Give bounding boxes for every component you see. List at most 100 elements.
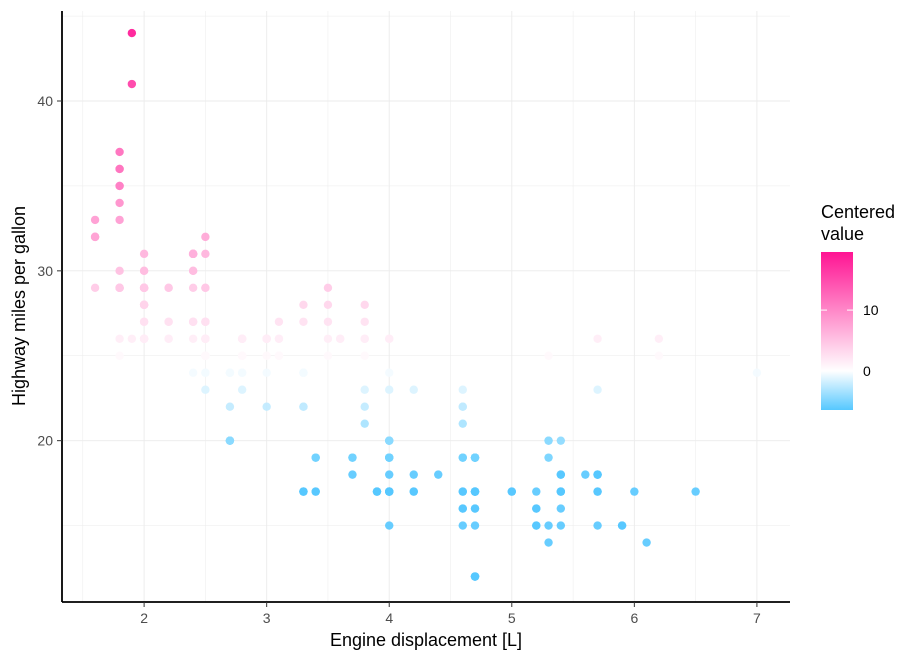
scatter-point — [201, 385, 210, 394]
scatter-point — [385, 470, 394, 479]
scatter-point — [617, 521, 627, 530]
x-tick-label: 7 — [753, 610, 761, 626]
scatter-point — [544, 453, 553, 462]
scatter-point — [299, 402, 308, 411]
scatter-point — [360, 419, 369, 428]
scatter-point — [593, 487, 602, 496]
legend-title-line-2: value — [821, 224, 864, 244]
scatter-point — [593, 334, 602, 343]
scatter-point — [752, 368, 762, 377]
scatter-point — [556, 436, 566, 445]
scatter-point — [90, 283, 100, 293]
scatter-point — [385, 368, 394, 377]
axes — [61, 11, 790, 603]
scatter-point — [360, 300, 369, 309]
scatter-point — [188, 368, 198, 377]
scatter-point — [654, 351, 664, 360]
x-tick-label: 2 — [140, 610, 148, 626]
scatter-point — [262, 351, 271, 360]
scatter-point — [642, 538, 651, 547]
scatter-point — [532, 504, 541, 513]
scatter-point — [409, 470, 418, 479]
scatter-point — [385, 334, 394, 343]
scatter-point — [139, 317, 149, 326]
scatter-point — [360, 402, 369, 411]
scatter-point — [299, 487, 308, 496]
scatter-point — [299, 300, 308, 309]
scatter-point — [507, 487, 516, 496]
scatter-point — [654, 334, 664, 343]
scatter-point — [115, 266, 124, 276]
scatter-point — [470, 453, 480, 462]
scatter-point — [323, 351, 333, 360]
scatter-point — [201, 232, 210, 242]
scatter-point — [274, 351, 284, 360]
scatter-point — [188, 283, 198, 293]
scatter-point — [360, 334, 369, 343]
scatter-point — [139, 266, 149, 276]
y-axis-title: Highway miles per gallon — [9, 206, 29, 406]
scatter-point — [311, 487, 320, 496]
scatter-point — [139, 249, 149, 259]
scatter-point — [139, 334, 149, 343]
scatter-point — [237, 368, 247, 377]
scatter-point — [188, 266, 198, 276]
scatter-point — [409, 385, 418, 394]
legend-title-line-1: Centered — [821, 202, 895, 222]
grid-lines — [62, 11, 790, 602]
scatter-point — [458, 453, 467, 462]
scatter-point — [115, 181, 124, 191]
scatter-point — [201, 351, 210, 360]
x-tick-label: 3 — [263, 610, 271, 626]
scatter-point — [470, 521, 480, 530]
legend-tick-label: 0 — [863, 363, 871, 379]
x-tick-label: 5 — [508, 610, 516, 626]
scatter-point — [323, 334, 333, 343]
scatter-point — [593, 470, 602, 479]
legend-ticks: 10 0 — [821, 302, 879, 379]
scatter-point — [532, 521, 541, 530]
scatter-point — [201, 249, 210, 259]
scatter-point — [115, 164, 124, 174]
scatter-point — [372, 487, 382, 496]
scatter-point — [336, 334, 345, 343]
scatter-point — [544, 538, 553, 547]
scatter-point — [188, 317, 198, 326]
scatter-point — [532, 487, 541, 496]
scatter-point — [360, 317, 369, 326]
scatter-point — [544, 521, 553, 530]
scatter-point — [225, 368, 235, 377]
scatter-point — [127, 334, 137, 343]
scatter-point — [630, 487, 639, 496]
scatter-point — [593, 385, 602, 394]
scatter-point — [139, 283, 149, 293]
scatter-point — [409, 487, 418, 496]
scatter-point — [201, 317, 210, 326]
x-tick-label: 6 — [630, 610, 638, 626]
scatter-point — [360, 351, 369, 360]
scatter-point — [225, 436, 235, 445]
scatter-point — [299, 368, 308, 377]
scatter-point — [458, 521, 467, 530]
scatter-point — [201, 334, 210, 343]
scatter-points — [90, 28, 762, 581]
scatter-point — [127, 79, 137, 89]
scatter-point — [458, 402, 467, 411]
scatter-point — [262, 402, 271, 411]
scatter-point — [385, 487, 394, 496]
scatter-point — [262, 368, 271, 377]
scatter-point — [127, 28, 137, 38]
scatter-point — [115, 215, 124, 225]
scatter-point — [544, 436, 553, 445]
legend-tick-label: 10 — [863, 302, 879, 318]
scatter-point — [470, 504, 480, 513]
scatter-point — [188, 334, 198, 343]
scatter-point — [470, 572, 480, 581]
scatter-point — [556, 470, 566, 479]
scatter-point — [225, 402, 235, 411]
scatter-point — [115, 351, 124, 360]
scatter-point — [470, 487, 480, 496]
scatter-point — [348, 470, 357, 479]
